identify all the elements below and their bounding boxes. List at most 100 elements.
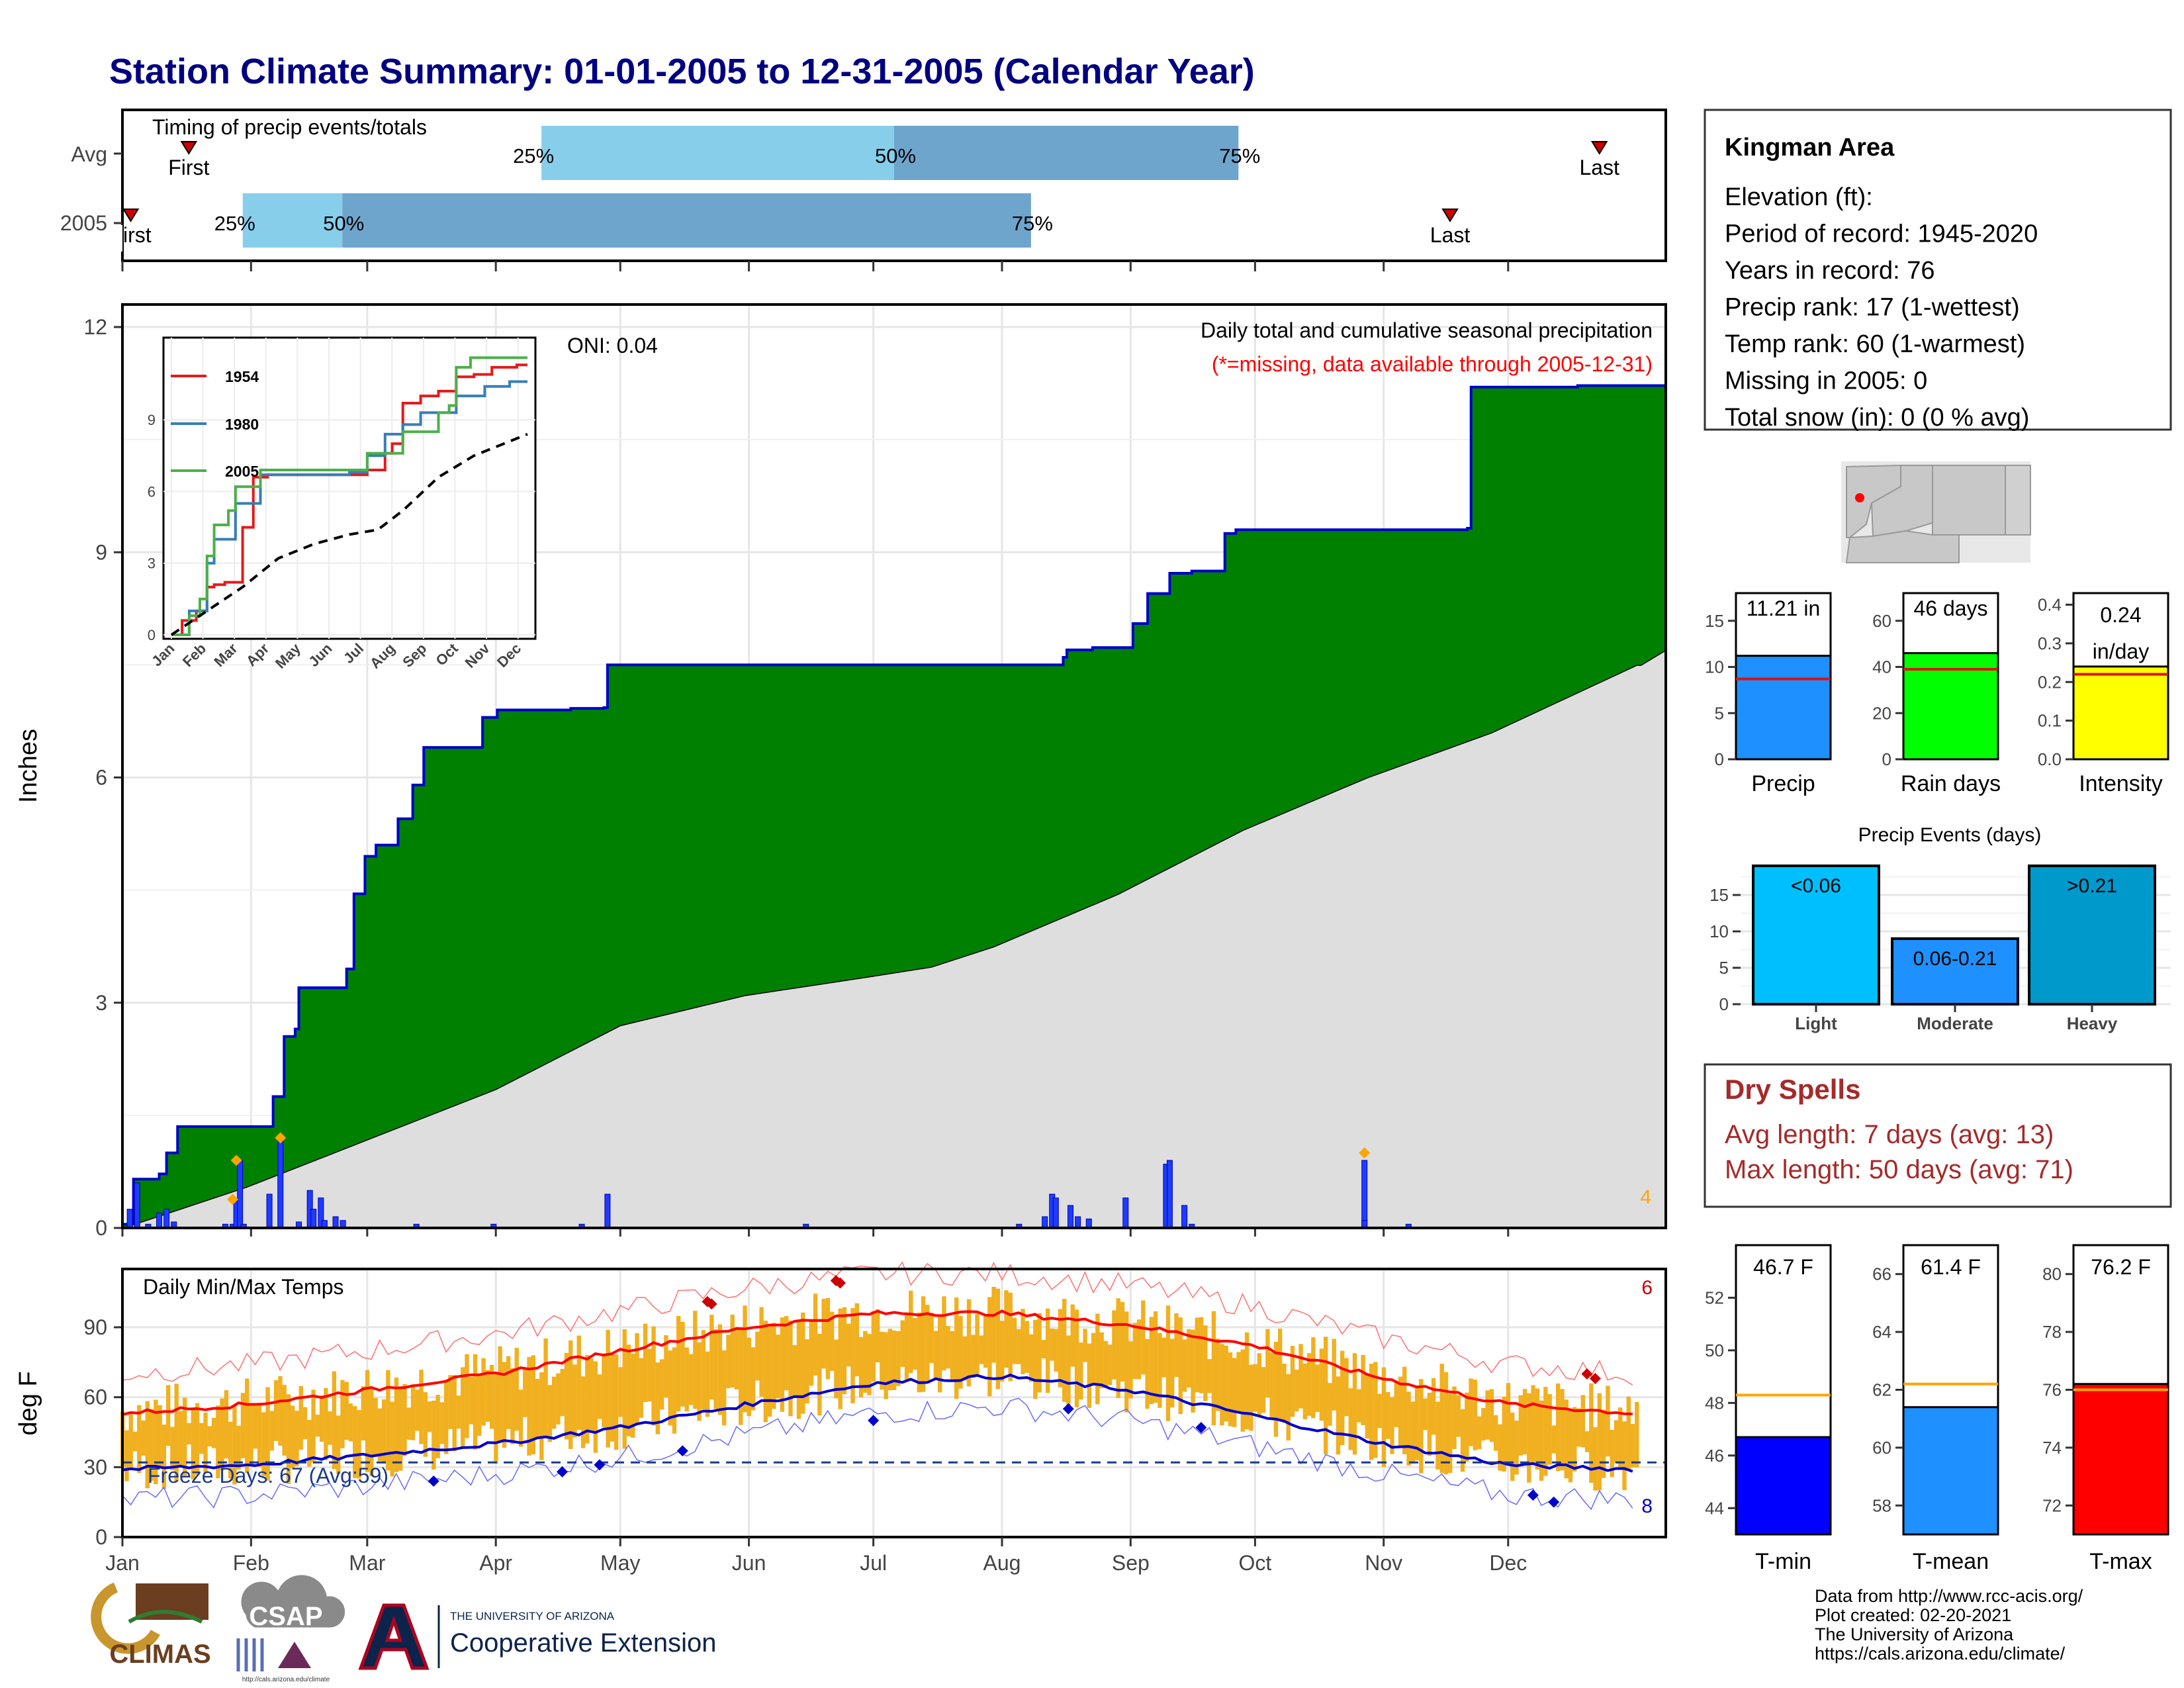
summary-bar-tick-label: 40 bbox=[1872, 657, 1891, 677]
daily-temp-bar bbox=[829, 1311, 835, 1371]
daily-temp-bar bbox=[195, 1403, 200, 1475]
daily-temp-bar bbox=[995, 1288, 1001, 1389]
daily-temp-bar bbox=[224, 1390, 229, 1459]
daily-temp-bar bbox=[216, 1405, 220, 1479]
daily-temp-bar bbox=[386, 1370, 390, 1471]
daily-temp-bar bbox=[1340, 1350, 1345, 1446]
daily-temp-bar bbox=[1315, 1364, 1320, 1412]
daily-temp-bar bbox=[962, 1336, 967, 1381]
precip-marker-count: 4 bbox=[1640, 1186, 1651, 1208]
daily-temp-bar bbox=[1295, 1369, 1299, 1412]
month-label: Jun bbox=[732, 1551, 766, 1575]
event-bar-label: Heavy bbox=[2067, 1013, 2118, 1033]
daily-temp-bar bbox=[1332, 1338, 1336, 1411]
daily-temp-bar bbox=[523, 1367, 527, 1417]
daily-temp-bar bbox=[747, 1337, 751, 1417]
daily-temp-bar bbox=[456, 1395, 461, 1429]
daily-temp-bar bbox=[730, 1315, 735, 1387]
daily-temp-bar bbox=[1021, 1309, 1025, 1375]
daily-temp-bar bbox=[614, 1354, 619, 1450]
daily-temp-bar bbox=[443, 1380, 449, 1454]
timing-q50-label: 50% bbox=[875, 144, 916, 167]
daily-temp-bar bbox=[1207, 1359, 1212, 1393]
precip-ytick-label: 0 bbox=[95, 1216, 107, 1240]
daily-temp-bar bbox=[124, 1430, 129, 1481]
daily-temp-bar bbox=[688, 1354, 694, 1405]
daily-temp-bar bbox=[531, 1355, 536, 1455]
daily-temp-bar bbox=[1443, 1372, 1449, 1475]
last-event-marker bbox=[1590, 141, 1608, 155]
daily-temp-bar bbox=[324, 1388, 328, 1460]
daily-temp-bar bbox=[269, 1411, 275, 1451]
daily-temp-bar bbox=[249, 1405, 253, 1466]
record-low-marker bbox=[1527, 1489, 1539, 1501]
daily-temp-bar bbox=[792, 1345, 797, 1397]
station-info-line: Temp rank: 60 (1-warmest) bbox=[1725, 330, 2025, 358]
last-event-marker bbox=[1441, 209, 1459, 222]
daily-temp-bar bbox=[569, 1340, 573, 1449]
daily-temp-bar bbox=[668, 1350, 672, 1426]
daily-temp-bar bbox=[987, 1297, 992, 1397]
daily-temp-bar bbox=[606, 1329, 610, 1448]
footer-credit-line: Data from http://www.rcc-acis.org/ bbox=[1815, 1586, 2083, 1606]
daily-temp-bar bbox=[1377, 1393, 1382, 1429]
daily-temp-bar bbox=[593, 1361, 598, 1453]
daily-temp-bar bbox=[448, 1375, 453, 1429]
events-ytick-label: 15 bbox=[1709, 885, 1729, 905]
dry-spells-avg: Avg length: 7 days (avg: 13) bbox=[1725, 1120, 2054, 1149]
daily-temp-bar bbox=[161, 1425, 167, 1489]
daily-temp-bar bbox=[1551, 1425, 1557, 1454]
daily-temp-bar bbox=[1261, 1367, 1266, 1413]
daily-temp-bar bbox=[1302, 1363, 1308, 1420]
daily-temp-bar bbox=[1224, 1345, 1228, 1422]
daily-temp-bar bbox=[1286, 1374, 1291, 1441]
daily-temp-bar bbox=[937, 1315, 942, 1393]
daily-temp-bar bbox=[465, 1354, 469, 1438]
daily-temp-bar bbox=[547, 1385, 553, 1442]
daily-temp-bar bbox=[1597, 1393, 1602, 1491]
daily-precip-bar bbox=[277, 1137, 284, 1229]
summary-bar-charts: 0 5 10 15 11.21 in Precip 0 20 40 60 46 days Rain d… bbox=[1705, 592, 2169, 796]
daily-temp-bar bbox=[435, 1395, 440, 1458]
month-label: Oct bbox=[1238, 1551, 1271, 1575]
month-label: Dec bbox=[1489, 1551, 1527, 1575]
daily-temp-bar bbox=[610, 1354, 615, 1442]
daily-precip-bar bbox=[266, 1194, 273, 1229]
summary-bar bbox=[1902, 652, 1999, 761]
daily-temp-bar bbox=[1278, 1329, 1283, 1420]
timing-q25-label: 25% bbox=[214, 212, 255, 235]
record-high-marker bbox=[1581, 1368, 1593, 1380]
temp-summary-tick-label: 58 bbox=[1872, 1495, 1891, 1515]
summary-bar-tick-label: 15 bbox=[1705, 611, 1724, 631]
daily-precip-bar bbox=[1068, 1205, 1074, 1229]
daily-temp-bar bbox=[1535, 1388, 1540, 1470]
event-bar-label: Moderate bbox=[1917, 1013, 1993, 1033]
daily-temp-bar bbox=[510, 1368, 515, 1444]
daily-temp-bar bbox=[381, 1399, 387, 1464]
temp-summary-tick-label: 64 bbox=[1872, 1322, 1891, 1342]
timing-bar-q50-q75 bbox=[894, 126, 1239, 180]
daily-temp-bar bbox=[461, 1367, 465, 1447]
daily-temp-bar bbox=[946, 1326, 950, 1369]
temp-summary-value: 76.2 F bbox=[2091, 1255, 2151, 1279]
daily-temp-bar bbox=[999, 1321, 1005, 1382]
daily-temp-bar bbox=[1028, 1334, 1034, 1382]
temp-ytick-label: 90 bbox=[83, 1315, 107, 1339]
daily-precip-bar bbox=[1181, 1205, 1188, 1229]
daily-temp-bar bbox=[805, 1339, 809, 1404]
daily-temp-bar bbox=[933, 1331, 938, 1380]
daily-temp-bar bbox=[1514, 1421, 1519, 1475]
daily-temp-bar bbox=[137, 1405, 142, 1474]
daily-temp-bar bbox=[1012, 1317, 1017, 1364]
daily-temp-bar bbox=[1257, 1353, 1262, 1417]
daily-temp-bar bbox=[1232, 1358, 1237, 1427]
daily-temp-bar bbox=[1580, 1395, 1586, 1448]
record-low-marker bbox=[1062, 1403, 1074, 1415]
precip-annotation: Daily total and cumulative seasonal prec… bbox=[1201, 318, 1653, 342]
daily-temp-bar bbox=[1336, 1376, 1341, 1455]
temp-summary-bar bbox=[1902, 1406, 1999, 1536]
daily-temp-bar bbox=[560, 1368, 565, 1417]
daily-temp-bar bbox=[1423, 1398, 1428, 1430]
temp-summary-tick-label: 48 bbox=[1705, 1393, 1724, 1413]
daily-temp-bar bbox=[1618, 1407, 1623, 1470]
